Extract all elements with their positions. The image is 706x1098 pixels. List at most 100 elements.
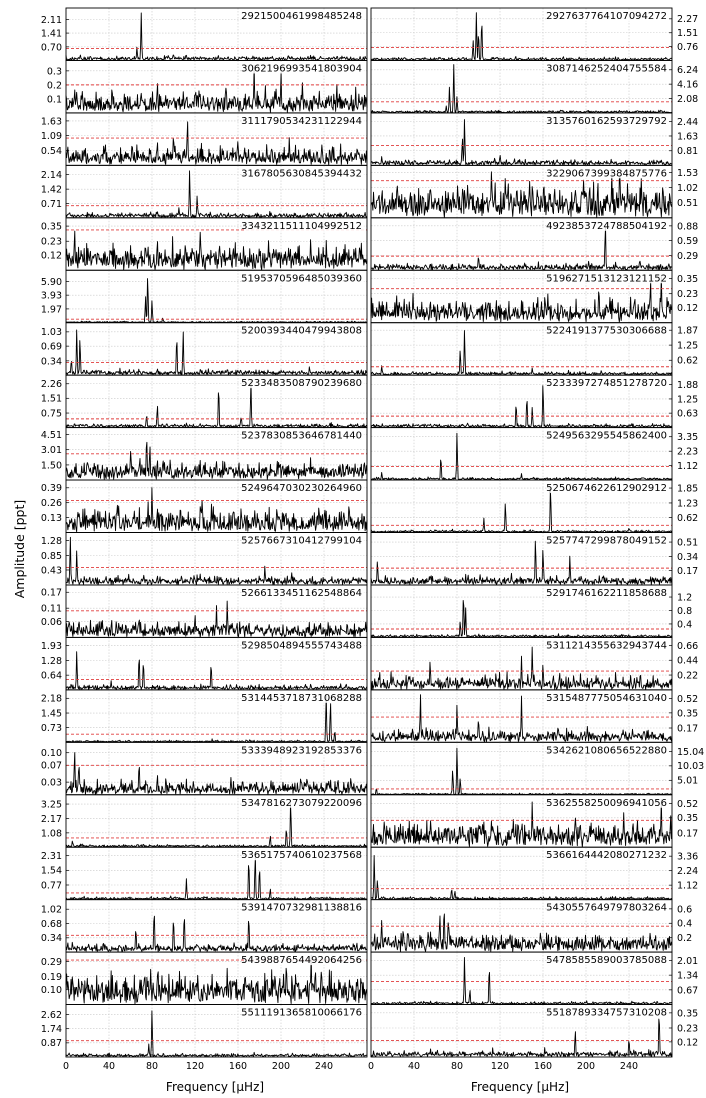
y-tick-label: 2.18 bbox=[41, 694, 62, 705]
amplitude-spectrum-line bbox=[370, 330, 673, 376]
panel-title-backdrop bbox=[550, 1006, 669, 1018]
y-tick-label: 3.35 bbox=[677, 432, 698, 443]
y-tick-label: 0.35 bbox=[677, 813, 698, 824]
amplitude-spectrum-line bbox=[370, 600, 673, 638]
panel-title-backdrop bbox=[550, 114, 669, 126]
y-tick-label: 2.08 bbox=[677, 94, 698, 105]
y-tick-label: 0.64 bbox=[41, 671, 62, 682]
y-tick-label: 2.31 bbox=[41, 851, 62, 862]
y-tick-label: 2.11 bbox=[41, 15, 62, 26]
y-tick-label: 1.34 bbox=[677, 971, 698, 982]
panel-right-12: 0.22 0.44 0.66 5311214355632943744 bbox=[370, 636, 698, 691]
amplitude-spectrum-line bbox=[65, 121, 368, 166]
panel-right-2: 0.81 1.63 2.44 3135760162593729792 bbox=[370, 112, 698, 166]
panel-title-backdrop bbox=[550, 377, 669, 389]
panel-title-backdrop bbox=[245, 534, 364, 546]
amplitude-spectrum-line bbox=[370, 275, 673, 323]
y-tick-label: 0.23 bbox=[677, 289, 698, 300]
panel-left-2: 0.54 1.09 1.63 3111790534231122944 bbox=[41, 112, 368, 166]
y-tick-label: 1.25 bbox=[677, 341, 698, 352]
panel-left-1: 0.1 0.2 0.3 3062196993541803904 bbox=[47, 60, 368, 114]
panel-title-backdrop bbox=[550, 796, 669, 808]
amplitude-spectrum-line bbox=[370, 119, 673, 166]
y-tick-label: 2.62 bbox=[41, 1010, 62, 1021]
panel-title-backdrop bbox=[550, 429, 669, 441]
panel-title: 5200393440479943808 bbox=[241, 326, 362, 337]
y-tick-label: 1.02 bbox=[41, 905, 62, 916]
panel-right-0: 0.76 1.51 2.27 2927637764107094272 bbox=[370, 7, 698, 61]
y-tick-label: 1.42 bbox=[41, 185, 62, 196]
panel-title-backdrop bbox=[245, 744, 364, 756]
panel-title: 5257667310412799104 bbox=[241, 536, 362, 547]
y-tick-label: 0.62 bbox=[677, 513, 698, 524]
amplitude-spectrum-line bbox=[65, 487, 368, 533]
panel-left-14: 0.03 0.07 0.10 5333948923192853376 bbox=[41, 741, 368, 796]
x-tick-label: 240 bbox=[315, 1061, 333, 1072]
y-tick-label: 3.01 bbox=[41, 445, 62, 456]
panel-right-10: 0.17 0.34 0.51 5257747299878049152 bbox=[370, 532, 698, 586]
panel-title: 3135760162593729792 bbox=[546, 116, 667, 127]
y-tick-label: 0.76 bbox=[677, 42, 698, 53]
y-tick-label: 0.35 bbox=[41, 222, 62, 233]
amplitude-spectrum-line bbox=[370, 385, 673, 428]
y-tick-label: 1.41 bbox=[41, 28, 62, 39]
y-tick-label: 0.2 bbox=[47, 80, 62, 91]
amplitude-spectrum-line bbox=[370, 170, 673, 219]
y-tick-label: 2.44 bbox=[677, 117, 698, 128]
panel-left-10: 0.43 0.85 1.28 5257667310412799104 bbox=[41, 532, 368, 586]
y-tick-label: 0.66 bbox=[677, 641, 698, 652]
amplitude-spectrum-line bbox=[370, 694, 673, 743]
amplitude-spectrum-line bbox=[370, 799, 673, 848]
panel-title-backdrop bbox=[245, 114, 364, 126]
x-tick-label: 120 bbox=[186, 1061, 204, 1072]
panel-title: 3111790534231122944 bbox=[241, 116, 362, 127]
amplitude-spectrum-line bbox=[65, 329, 368, 376]
y-tick-label: 2.23 bbox=[677, 447, 698, 458]
x-axis-label-right: Frequency [μHz] bbox=[471, 1080, 569, 1094]
y-tick-label: 1.08 bbox=[41, 828, 62, 839]
amplitude-spectrum-line bbox=[370, 488, 673, 533]
x-tick-label: 0 bbox=[63, 1061, 69, 1072]
y-tick-label: 3.93 bbox=[41, 291, 62, 302]
panel-title-backdrop bbox=[550, 849, 669, 861]
panel-title: 5391470732981138816 bbox=[241, 903, 362, 914]
panel-title: 5237830853646781440 bbox=[241, 431, 362, 442]
y-tick-label: 0.69 bbox=[41, 342, 62, 353]
panel-title-backdrop bbox=[550, 534, 669, 546]
panel-title-backdrop bbox=[245, 639, 364, 651]
y-tick-label: 0.29 bbox=[41, 957, 62, 968]
y-tick-label: 15.04 bbox=[677, 747, 704, 758]
panel-title: 5311214355632943744 bbox=[546, 640, 667, 651]
y-tick-label: 1.09 bbox=[41, 131, 62, 142]
panel-title: 5511191365810066176 bbox=[241, 1008, 362, 1019]
panel-title-backdrop bbox=[245, 272, 364, 284]
y-tick-label: 1.88 bbox=[677, 380, 698, 391]
y-tick-label: 0.62 bbox=[677, 356, 698, 367]
y-tick-label: 0.70 bbox=[41, 42, 62, 53]
panel-right-13: 0.17 0.35 0.52 5315487775054631040 bbox=[370, 689, 698, 743]
panel-left-0: 0.70 1.41 2.11 2921500461998485248 bbox=[41, 7, 368, 61]
y-tick-label: 0.17 bbox=[677, 828, 698, 839]
panel-title: 5366164442080271232 bbox=[546, 850, 667, 861]
panel-title: 5233483508790239680 bbox=[241, 378, 362, 389]
y-tick-label: 1.03 bbox=[41, 327, 62, 338]
y-tick-label: 0.67 bbox=[677, 985, 698, 996]
y-tick-label: 3.25 bbox=[41, 799, 62, 810]
y-tick-label: 0.07 bbox=[41, 761, 62, 772]
panel-title: 5518789334757310208 bbox=[546, 1008, 667, 1019]
y-tick-label: 0.44 bbox=[677, 656, 698, 667]
y-tick-label: 0.12 bbox=[677, 303, 698, 314]
panel-title: 4923853724788504192 bbox=[546, 221, 667, 232]
y-tick-label: 2.24 bbox=[677, 866, 698, 877]
y-tick-label: 6.24 bbox=[677, 65, 698, 76]
y-tick-label: 0.68 bbox=[41, 919, 62, 930]
panel-title: 5224191377530306688 bbox=[546, 326, 667, 337]
y-tick-label: 1.51 bbox=[677, 28, 698, 39]
amplitude-spectrum-line bbox=[65, 600, 368, 638]
panel-title-backdrop bbox=[245, 954, 364, 966]
y-tick-label: 0.39 bbox=[41, 483, 62, 494]
panel-right-1: 2.08 4.16 6.24 3087146252404755584 bbox=[370, 60, 698, 114]
y-tick-label: 2.14 bbox=[41, 170, 62, 181]
y-tick-label: 1.54 bbox=[41, 866, 62, 877]
